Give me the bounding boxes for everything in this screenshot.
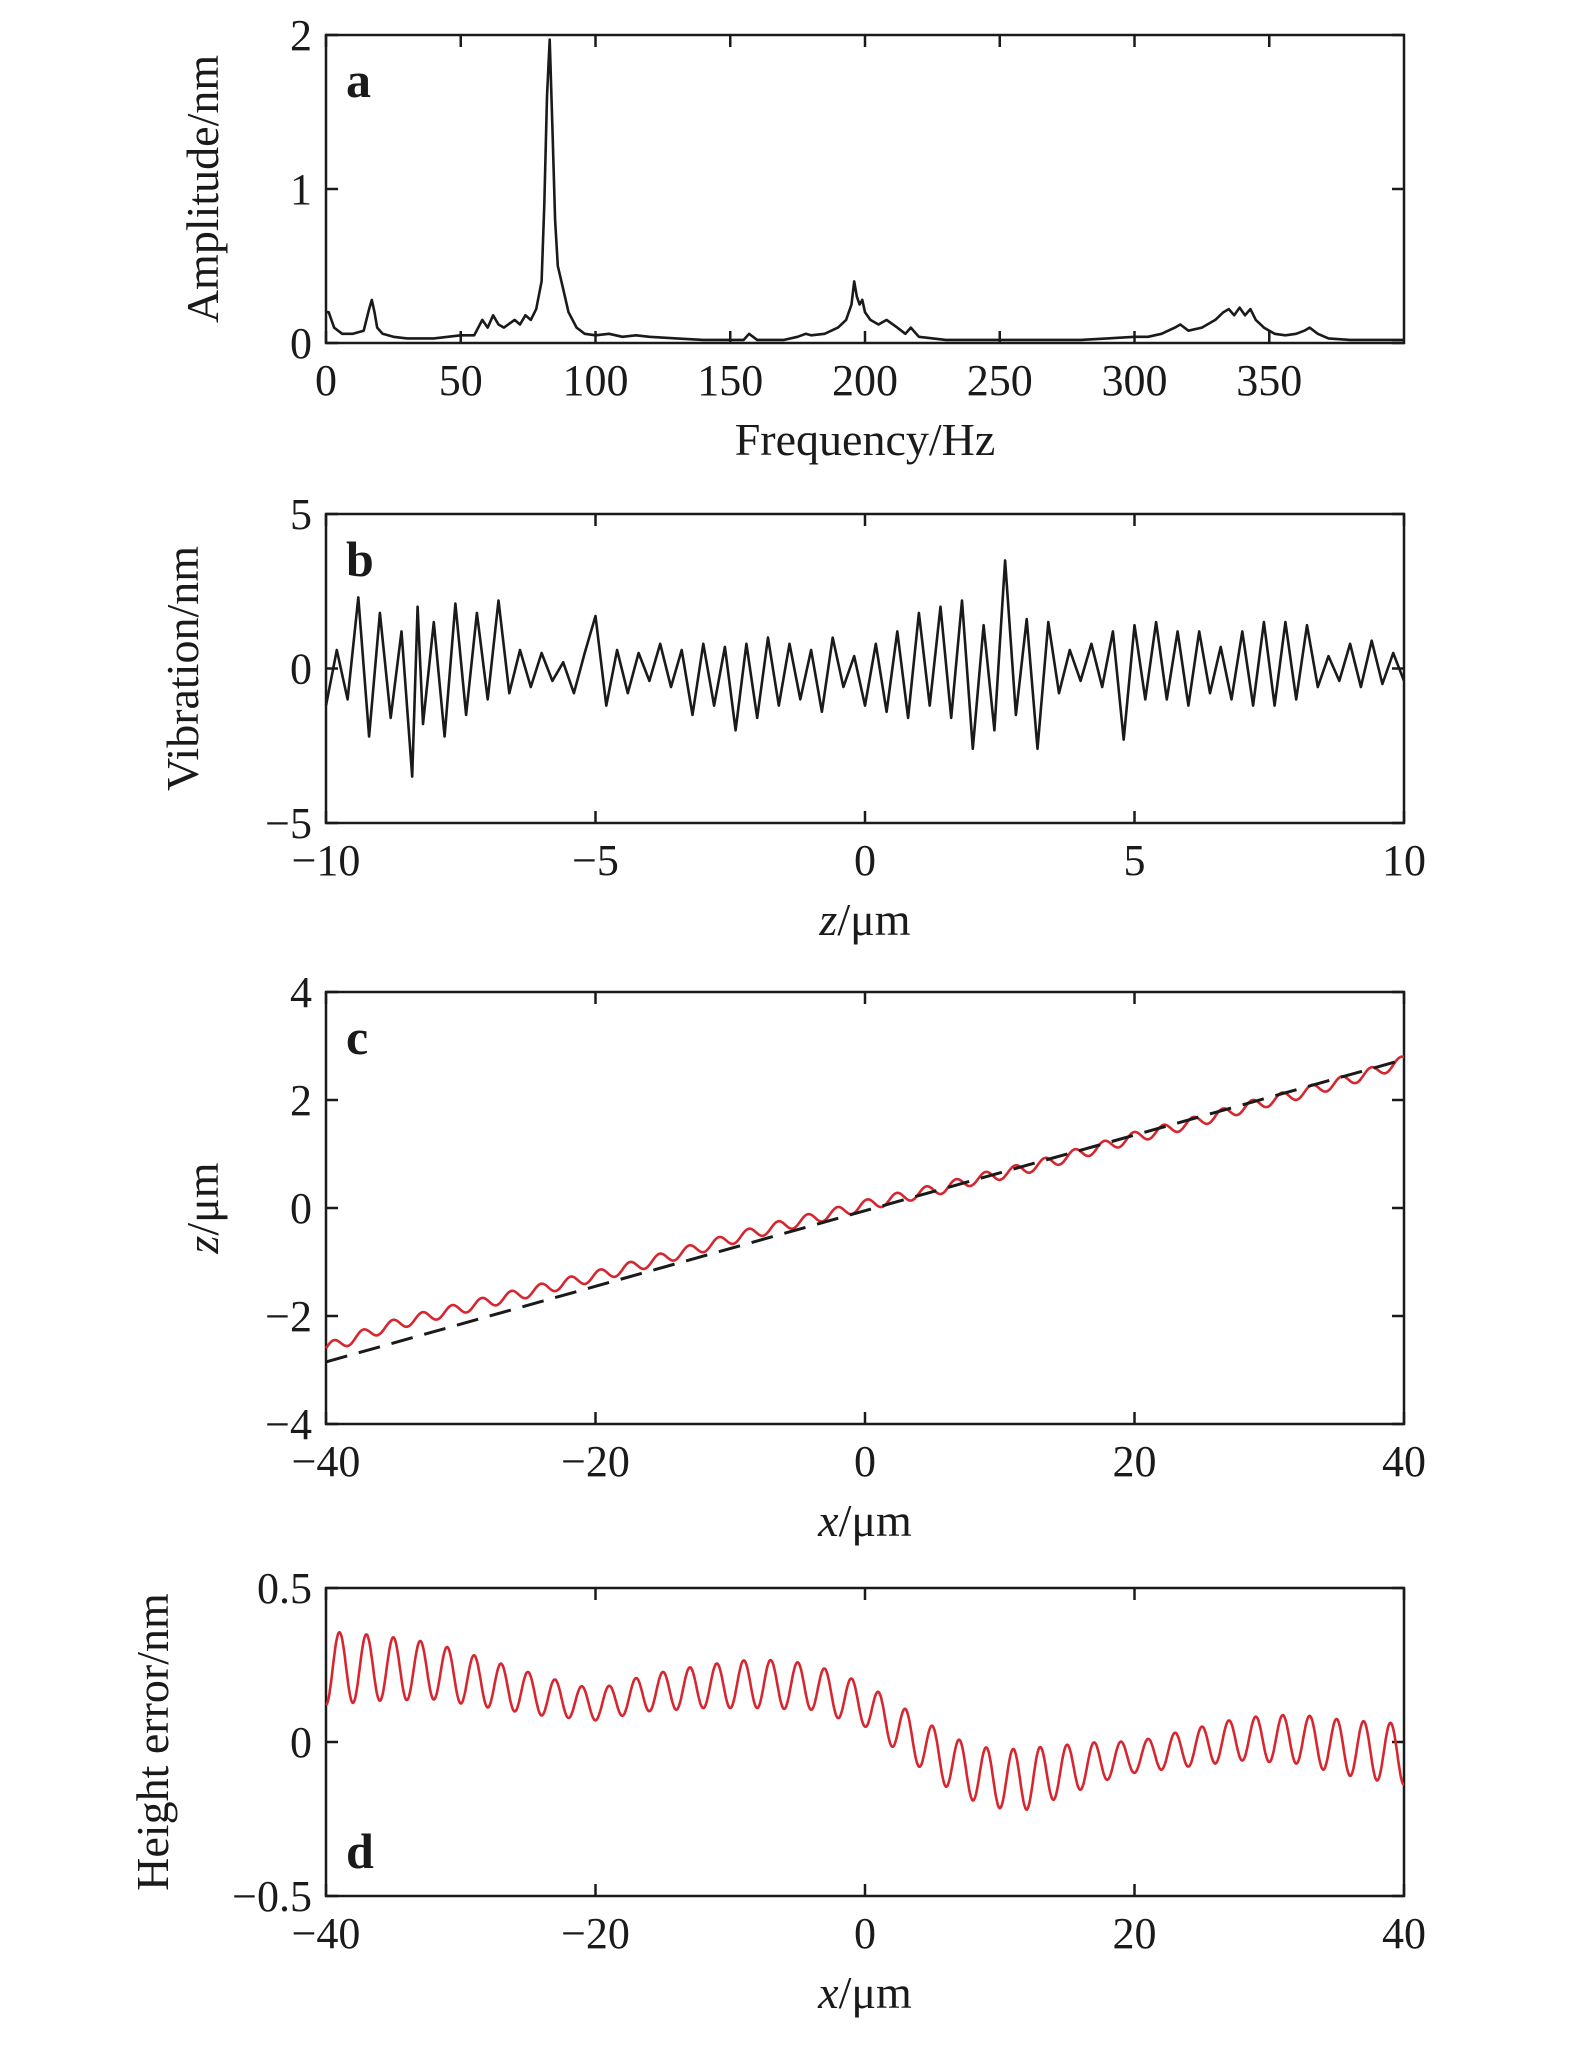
y-tick-label: −0.5: [232, 1872, 312, 1921]
series-line-0: [324, 559, 1406, 778]
y-tick-label: 4: [290, 968, 312, 1017]
x-tick-label: 20: [1113, 1437, 1157, 1486]
y-tick-label: −4: [265, 1400, 312, 1449]
series-line-0: [324, 1055, 1405, 1350]
y-axis-label: z/μm: [177, 1162, 228, 1254]
x-tick-label: 0: [854, 1437, 876, 1486]
x-tick-label: 150: [697, 356, 763, 405]
panel-label: c: [346, 1009, 368, 1065]
y-tick-label: 1: [290, 165, 312, 214]
panel-label: a: [346, 52, 371, 108]
panel-label: b: [346, 531, 374, 587]
x-tick-label: 0: [315, 356, 337, 405]
y-tick-label: 0: [290, 319, 312, 368]
plot-frame: [324, 33, 1406, 345]
y-axis-label: Amplitude/nm: [177, 55, 228, 324]
x-tick-label: −20: [561, 1909, 630, 1958]
x-tick-label: 40: [1382, 1437, 1426, 1486]
y-tick-label: 0: [290, 1184, 312, 1233]
x-tick-label: 50: [439, 356, 483, 405]
x-tick-label: 5: [1124, 836, 1146, 885]
plot-frame: [324, 512, 1406, 825]
x-tick-label: 10: [1382, 836, 1426, 885]
x-tick-label: −40: [292, 1909, 361, 1958]
x-axis-label: x/μm: [817, 1967, 912, 2018]
y-tick-label: 2: [290, 11, 312, 60]
y-tick-label: 0.5: [257, 1564, 312, 1613]
y-axis-label: Height error/nm: [127, 1593, 178, 1891]
x-axis-label: x/μm: [817, 1495, 912, 1546]
y-tick-label: 0: [290, 1718, 312, 1767]
series-line-1: [325, 1058, 1405, 1364]
y-axis-label: Vibration/nm: [157, 546, 208, 791]
x-tick-label: 200: [832, 356, 898, 405]
x-tick-label: 0: [854, 1909, 876, 1958]
x-tick-label: −10: [292, 836, 361, 885]
y-tick-label: −2: [265, 1292, 312, 1341]
x-axis-label: z/μm: [818, 894, 910, 945]
x-tick-label: 100: [563, 356, 629, 405]
y-tick-label: 2: [290, 1076, 312, 1125]
y-tick-label: −5: [265, 799, 312, 848]
panel-a: 0 50 100 150 200 250 300 350 0 1 2 Frequency/Hz Ampl…: [177, 11, 1406, 465]
x-tick-label: −5: [572, 836, 619, 885]
y-tick-label: 0: [290, 645, 312, 694]
series-line-0: [325, 1630, 1405, 1812]
plot-frame: [324, 1586, 1406, 1898]
panel-d: −40 −20 0 20 40 −0.5 0 0.5 x/μm Height error/nm d: [127, 1564, 1426, 2018]
x-tick-label: 350: [1236, 356, 1302, 405]
panel-label: d: [346, 1823, 374, 1879]
x-tick-label: 300: [1102, 356, 1168, 405]
x-tick-label: 250: [967, 356, 1033, 405]
x-tick-label: 40: [1382, 1909, 1426, 1958]
plot-frame: [324, 990, 1406, 1426]
x-tick-label: 20: [1113, 1909, 1157, 1958]
x-tick-label: 0: [854, 836, 876, 885]
series-line-0: [326, 38, 1404, 342]
y-tick-label: 5: [290, 490, 312, 539]
x-axis-label: Frequency/Hz: [735, 414, 996, 465]
x-tick-label: −40: [292, 1437, 361, 1486]
x-tick-label: −20: [561, 1437, 630, 1486]
